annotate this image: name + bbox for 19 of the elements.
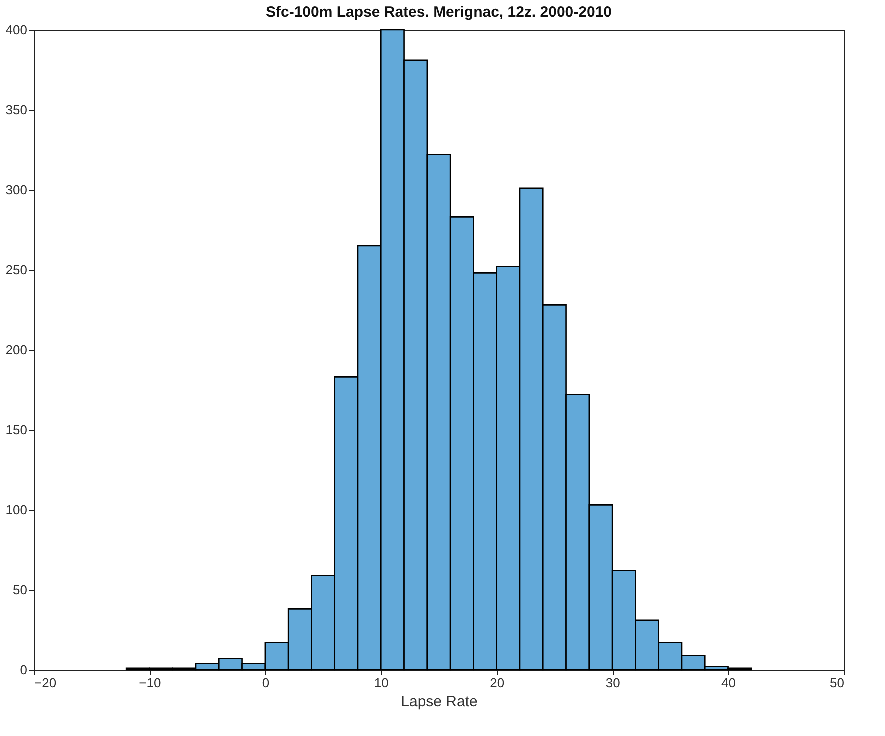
y-tick-label: 150	[6, 422, 28, 438]
y-tick-label: 200	[6, 342, 28, 358]
x-tick-label: 40	[722, 676, 736, 690]
y-tick-label: 350	[6, 102, 28, 118]
x-axis-title: Lapse Rate	[401, 694, 478, 710]
y-tick-label: 100	[6, 502, 28, 518]
x-tick-label: 20	[490, 676, 505, 690]
y-tick-label: 0	[20, 662, 28, 678]
x-tick-label: −10	[139, 676, 162, 690]
y-tick-label: 400	[6, 22, 28, 38]
x-tick-label: −20	[34, 676, 57, 690]
y-tick-label: 250	[6, 262, 28, 278]
x-tick-label: 50	[830, 676, 844, 690]
x-tick-label: 0	[262, 676, 270, 690]
chart-title: Sfc-100m Lapse Rates. Merignac, 12z. 2000-2010	[266, 4, 612, 21]
x-tick-label: 10	[374, 676, 389, 690]
y-tick-label: 50	[13, 582, 28, 598]
x-tick-label: 30	[606, 676, 620, 690]
y-tick-label: 300	[6, 182, 28, 198]
